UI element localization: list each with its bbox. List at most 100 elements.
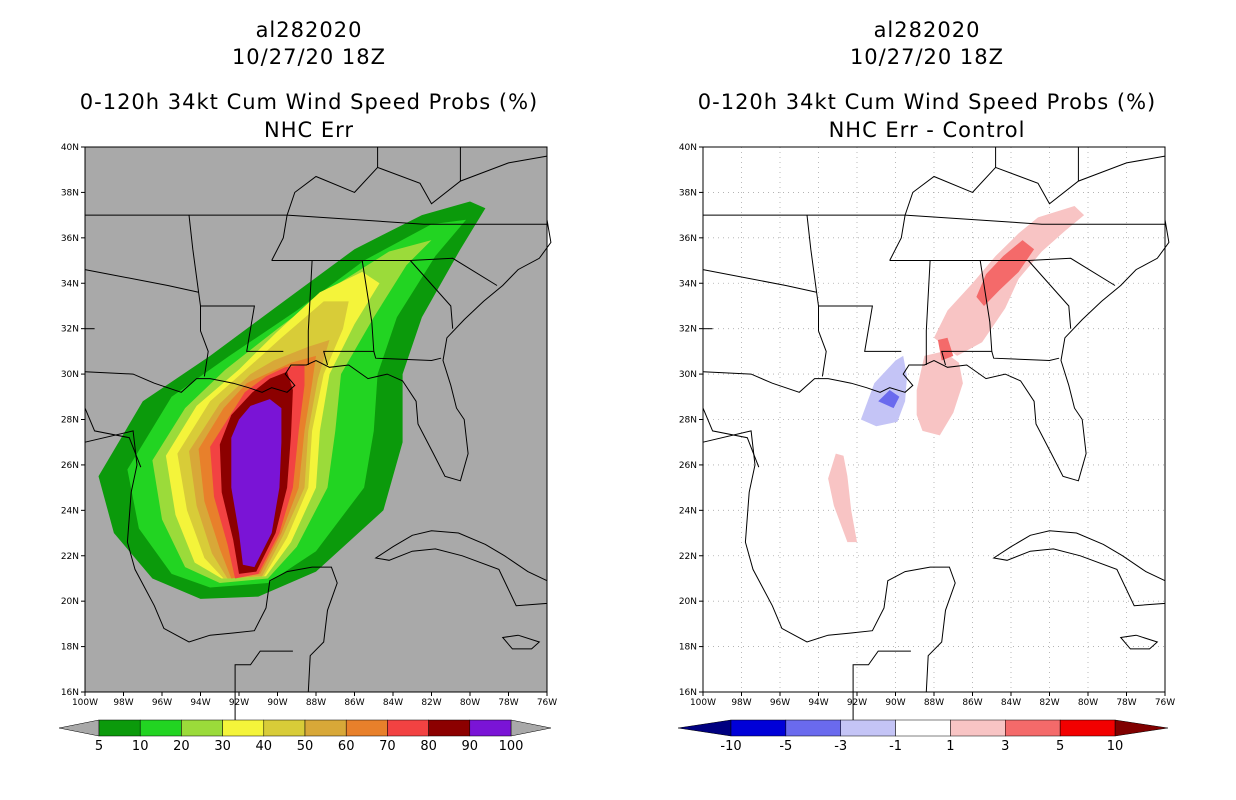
state-border [373, 351, 442, 362]
x-tick-label: 86W [344, 698, 364, 708]
y-tick-label: 26N [679, 461, 697, 471]
x-tick-label: 96W [770, 698, 790, 708]
x-tick-label: 84W [1001, 698, 1021, 708]
colorbar-swatch [1005, 719, 1061, 737]
state-border [852, 650, 911, 727]
y-tick-label: 16N [679, 688, 697, 698]
chart-title: 0-120h 34kt Cum Wind Speed Probs (%) [697, 90, 1157, 114]
colorbar-over-triangle [1114, 719, 1169, 737]
init-time: 10/27/20 18Z [231, 45, 387, 69]
x-tick-label: 90W [267, 698, 287, 708]
x-tick-label: 78W [498, 698, 518, 708]
colorbar-label: 1 [946, 739, 954, 754]
y-tick-label: 28N [61, 416, 79, 426]
x-tick-label: 100W [690, 698, 716, 708]
y-tick-label: 40N [61, 143, 79, 153]
y-tick-label: 22N [679, 552, 697, 562]
colorbar-label: 80 [420, 739, 437, 754]
coastline [84, 147, 552, 482]
colorbar-swatch [139, 719, 182, 737]
basemap [84, 147, 552, 727]
colorbar-label: 10 [1107, 739, 1124, 754]
colorbar-label: 10 [132, 739, 149, 754]
colorbar-swatch [304, 719, 347, 737]
state-border [271, 215, 288, 261]
colorbar-swatch [1059, 719, 1116, 737]
colorbar-label: 5 [95, 739, 103, 754]
x-tick-label: 94W [808, 698, 828, 708]
state-border [904, 155, 1166, 216]
state-border [307, 260, 313, 365]
x-tick-label: 82W [421, 698, 441, 708]
state-border [1027, 260, 1072, 329]
y-tick-label: 24N [61, 506, 79, 516]
y-tick-label: 32N [679, 325, 697, 335]
colorbar-swatch [428, 719, 471, 737]
difference-region [916, 351, 963, 436]
state-border [200, 306, 209, 377]
colorbar-swatch [895, 719, 951, 737]
x-tick-label: 94W [190, 698, 210, 708]
x-tick-label: 92W [229, 698, 249, 708]
state-border [409, 260, 454, 329]
colorbar-swatch [181, 719, 223, 737]
axes: 100W 98W 96W 94W 92W 90W 88W 86W 84W 82W 80W 78W 76W… [61, 143, 557, 708]
colorbar-label: 30 [214, 739, 231, 754]
y-tick-label: 34N [61, 279, 79, 289]
y-tick-label: 28N [679, 416, 697, 426]
x-tick-label: 80W [1078, 698, 1098, 708]
y-tick-label: 20N [679, 597, 697, 607]
y-tick-label: 30N [679, 370, 697, 380]
y-tick-label: 18N [61, 643, 79, 653]
colorbar-label: 3 [1001, 739, 1009, 754]
colorbar-swatch [840, 719, 896, 737]
probability-contours [98, 201, 486, 599]
chart-title: 0-120h 34kt Cum Wind Speed Probs (%) [79, 90, 539, 114]
y-tick-label: 18N [679, 643, 697, 653]
colorbar-label: 40 [256, 739, 273, 754]
x-tick-label: 82W [1039, 698, 1059, 708]
colorbar-label: 70 [379, 739, 396, 754]
colorbar-label: 60 [338, 739, 355, 754]
colorbar-swatch [950, 719, 1006, 737]
state-border [889, 215, 906, 261]
coastline [702, 147, 1170, 482]
colorbar: -10 -5 -3 -1 1 3 5 10 [677, 719, 1169, 754]
y-tick-label: 38N [61, 188, 79, 198]
state-border [84, 407, 142, 468]
colorbar-swatch [469, 719, 512, 737]
jamaica-outline [1119, 634, 1159, 650]
colorbar-swatch [387, 719, 429, 737]
chart-subtitle: NHC Err [263, 118, 354, 142]
colorbar-label: 90 [462, 739, 479, 754]
colorbar-label: -10 [720, 739, 741, 754]
colorbar-swatch [222, 719, 265, 737]
x-tick-label: 90W [885, 698, 905, 708]
colorbar-label: 20 [173, 739, 190, 754]
y-tick-label: 40N [679, 143, 697, 153]
difference-region [860, 355, 907, 427]
y-tick-label: 30N [61, 370, 79, 380]
y-tick-label: 20N [61, 597, 79, 607]
difference-region [976, 240, 1035, 306]
colorbar-over-triangle [510, 719, 552, 737]
x-tick-label: 88W [306, 698, 326, 708]
colorbar-label: 5 [1056, 739, 1064, 754]
y-tick-label: 36N [61, 234, 79, 244]
x-tick-label: 76W [1155, 698, 1175, 708]
colorbar: 5 10 20 30 40 50 60 70 80 90 100 [58, 719, 552, 754]
colorbar-swatch [785, 719, 841, 737]
y-tick-label: 16N [61, 688, 79, 698]
x-tick-label: 80W [460, 698, 480, 708]
storm-id: al282020 [873, 18, 981, 42]
jamaica-outline [501, 634, 541, 650]
init-time: 10/27/20 18Z [849, 45, 1005, 69]
right-panel: al282020 10/27/20 18Z 0-120h 34kt Cum Wi… [618, 0, 1236, 800]
x-tick-label: 98W [113, 698, 133, 708]
storm-id: al282020 [255, 18, 363, 42]
y-tick-label: 24N [679, 506, 697, 516]
prob-contour-90 [231, 399, 282, 568]
colorbar-label: -5 [779, 739, 792, 754]
x-tick-label: 76W [537, 698, 557, 708]
left-chart: 100W 98W 96W 94W 92W 90W 88W 86W 84W 82W 80W 78W 76W… [58, 143, 557, 754]
